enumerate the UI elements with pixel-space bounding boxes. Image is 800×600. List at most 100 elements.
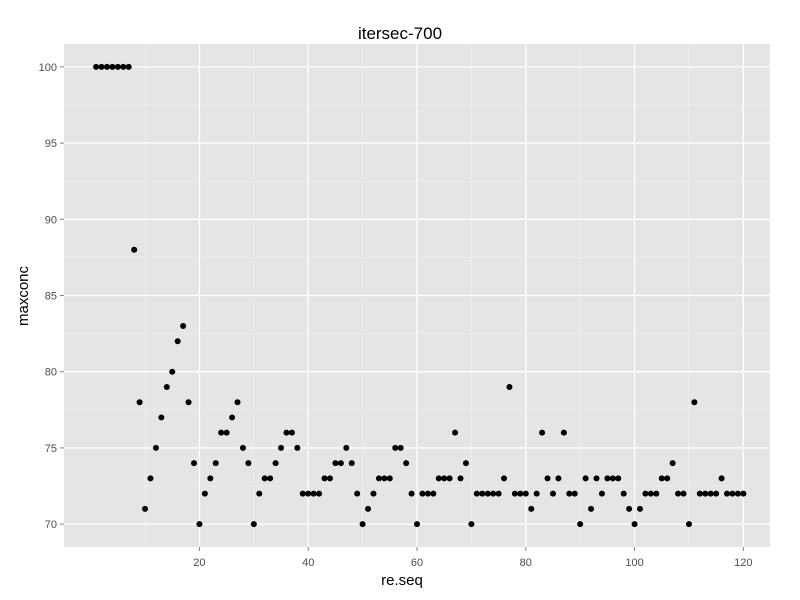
data-point [653,490,660,497]
data-point [620,490,627,497]
data-point [664,475,671,482]
data-point [729,490,736,497]
data-point [604,475,611,482]
data-point [642,490,649,497]
data-point [381,475,388,482]
data-point [468,521,475,528]
data-point [441,475,448,482]
data-point [245,460,252,467]
data-point [419,490,426,497]
y-tick-label: 70 [45,519,57,531]
data-point [511,490,518,497]
data-point [588,505,595,512]
data-point [462,460,469,467]
data-point [392,444,399,451]
data-point [582,475,589,482]
data-point [724,490,731,497]
data-point [142,505,149,512]
data-point [212,460,219,467]
data-point [294,444,301,451]
y-axis-title: maxconc [15,265,32,326]
data-point [337,460,344,467]
data-point [647,490,654,497]
data-point [326,475,333,482]
y-tick-label: 95 [45,138,57,150]
data-point [680,490,687,497]
data-point [354,490,361,497]
data-point [305,490,312,497]
data-point [452,429,459,436]
data-point [430,490,437,497]
data-point [658,475,665,482]
data-point [408,490,415,497]
data-point [702,490,709,497]
data-point [484,490,491,497]
data-point [615,475,622,482]
data-point [593,475,600,482]
data-point [403,460,410,467]
data-point [98,63,105,70]
data-point [631,521,638,528]
data-point [125,63,132,70]
data-point [174,338,181,345]
data-point [348,460,355,467]
x-tick-label: 100 [625,557,643,569]
data-point [740,490,747,497]
data-point [370,490,377,497]
data-point [555,475,562,482]
data-point [321,475,328,482]
data-point [696,490,703,497]
data-point [539,429,546,436]
data-point [386,475,393,482]
data-point [414,521,420,528]
data-point [234,399,241,406]
chart-title: itersec-700 [358,24,442,43]
data-point [544,475,551,482]
x-tick-label: 60 [411,557,423,569]
data-point [549,490,556,497]
data-point [707,490,714,497]
x-tick-label: 40 [302,557,314,569]
data-point [397,444,404,451]
data-point [316,490,323,497]
y-tick-label: 80 [45,367,57,379]
data-point [93,63,100,70]
data-point [131,246,138,253]
x-axis-title: re.seq [381,572,423,589]
data-point [669,460,676,467]
data-point [114,63,121,70]
x-tick-label: 120 [734,557,752,569]
data-point [180,322,187,329]
x-tick-label: 80 [520,557,532,569]
data-point [158,414,165,421]
data-point [522,490,529,497]
data-point [375,475,382,482]
data-point [691,399,698,406]
y-tick-label: 90 [45,214,57,226]
data-point [272,460,279,467]
data-point [310,490,317,497]
data-point [435,475,442,482]
data-point [343,444,350,451]
data-point [446,475,453,482]
data-point [506,383,513,390]
data-points [93,63,747,528]
data-point [332,460,339,467]
data-point [196,521,203,528]
x-tick-label: 20 [193,557,205,569]
data-point [685,521,692,528]
data-point [365,505,372,512]
data-point [501,475,508,482]
data-point [152,444,159,451]
data-point [528,505,535,512]
data-point [675,490,682,497]
data-point [163,383,170,390]
data-point [560,429,567,436]
y-axis-ticks: 70 75 80 85 90 95 100 [39,62,64,531]
data-point [207,475,214,482]
data-point [169,368,176,375]
data-point [136,399,143,406]
data-point [577,521,584,528]
data-point [495,490,502,497]
